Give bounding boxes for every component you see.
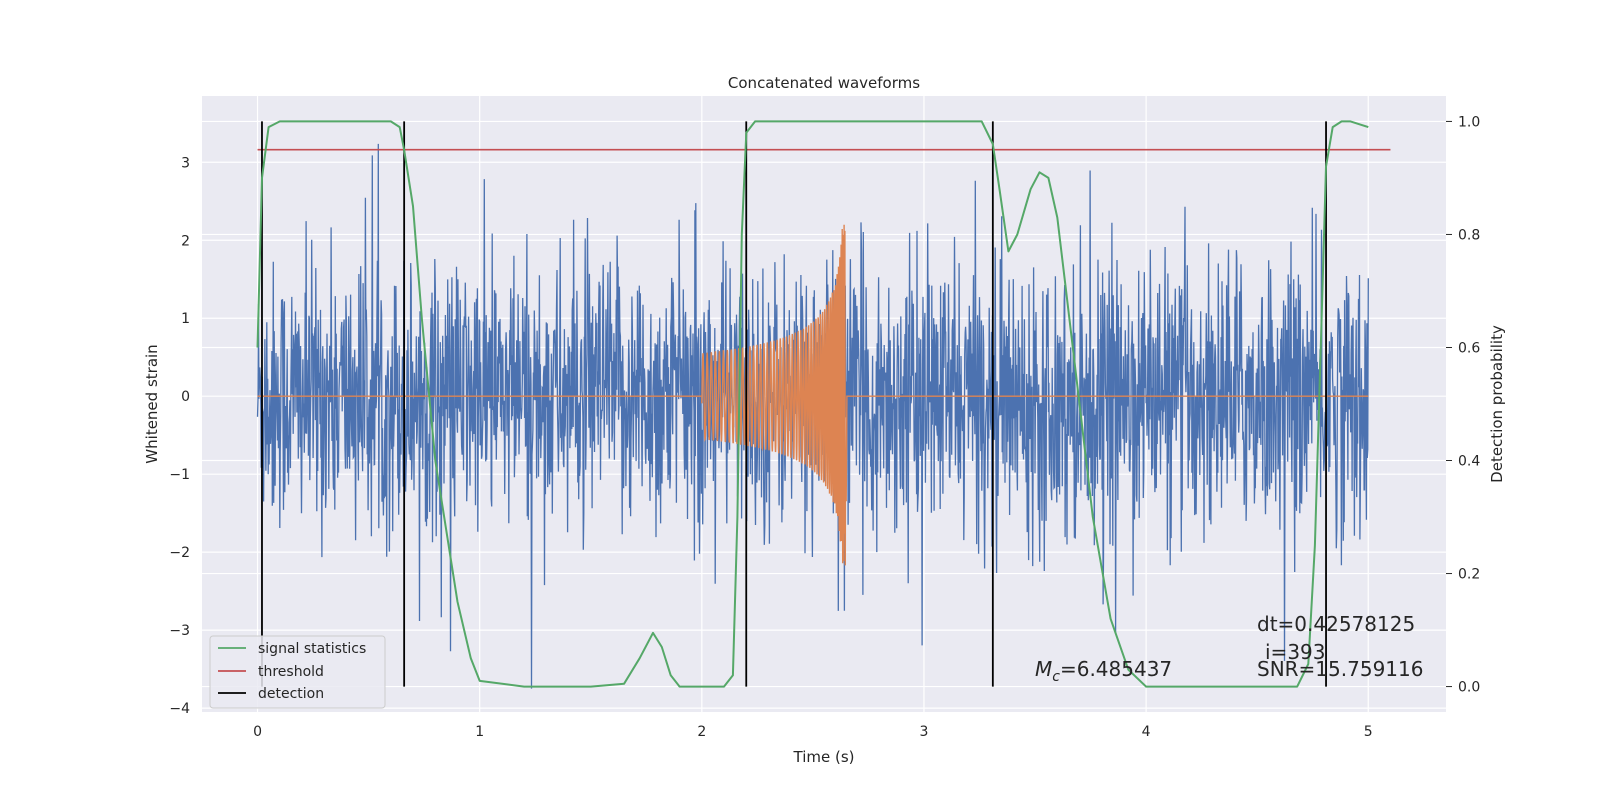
legend-label-detection: detection (258, 686, 324, 702)
y2-tick-label-1: 0.2 (1458, 567, 1480, 583)
y-tick-label-4: 0 (181, 389, 190, 405)
plot-content (256, 120, 1391, 689)
y-tick-label-2: −2 (169, 545, 190, 561)
x-tick-label-2: 2 (697, 724, 706, 740)
y-tick-label-1: −3 (169, 623, 190, 639)
legend-label-signal: signal statistics (258, 641, 366, 657)
legend-box (209, 635, 386, 709)
x-tick-label-5: 5 (1364, 724, 1373, 740)
annotations: Mc=6.485437 dt=0.42578125 i=393 SNR=15.7… (1035, 612, 1423, 685)
legend-label-threshold: threshold (258, 664, 324, 680)
y-tick-label-3: −1 (169, 467, 190, 483)
annotation-i: i=393 (1265, 640, 1326, 664)
x-tick-label-4: 4 (1142, 724, 1151, 740)
legend: signal statistics threshold detection (209, 635, 386, 709)
y2-tick-label-3: 0.6 (1458, 340, 1480, 356)
annotation-dt: dt=0.42578125 (1257, 612, 1415, 636)
x-axis-label: Time (s) (793, 748, 855, 766)
x-tick-label-1: 1 (475, 724, 484, 740)
y2-tick-label-4: 0.8 (1458, 227, 1480, 243)
y2-tick-label-2: 0.4 (1458, 454, 1480, 470)
signal-waveform (257, 224, 1369, 566)
ticks: 0 1 2 3 4 5 −4 −3 −2 −1 0 1 2 3 0.0 0.2 0.4 0.6 0.8 1.0 (169, 114, 1480, 740)
y-axis-label: Whitened strain (143, 344, 161, 463)
plot-clipped (256, 120, 1391, 689)
y-tick-label-0: −4 (169, 701, 190, 717)
chart-title: Concatenated waveforms (728, 74, 920, 92)
signal-statistics-curve (256, 120, 1369, 688)
y-tick-label-5: 1 (181, 311, 190, 327)
y-tick-label-7: 3 (181, 155, 190, 171)
x-tick-label-0: 0 (253, 724, 262, 740)
y2-tick-label-5: 1.0 (1458, 114, 1480, 130)
y2-axis-label: Detection probability (1488, 325, 1506, 483)
x-tick-label-3: 3 (920, 724, 929, 740)
annotation-snr: SNR=15.759116 (1257, 657, 1423, 681)
y2-tick-label-0: 0.0 (1458, 680, 1480, 696)
y-tick-label-6: 2 (181, 233, 190, 249)
annotation-mc: Mc=6.485437 (1035, 657, 1172, 685)
